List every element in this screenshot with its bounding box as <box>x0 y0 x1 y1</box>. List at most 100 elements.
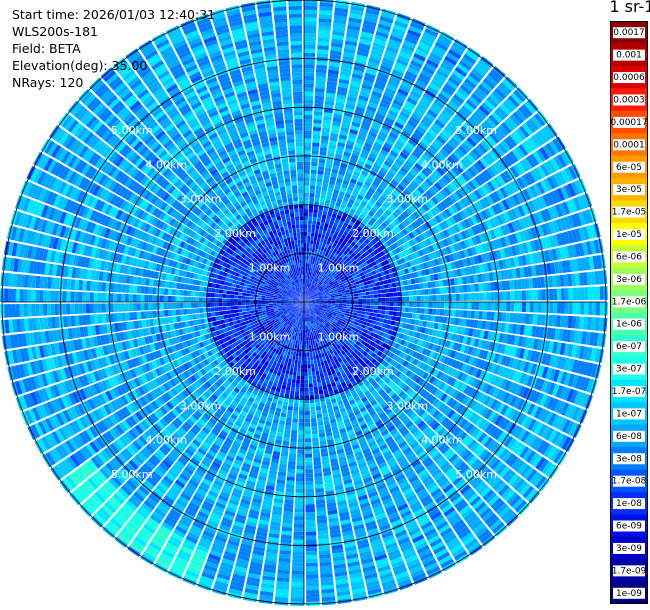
range-gate-cell <box>322 278 326 283</box>
range-gate-cell <box>305 539 317 544</box>
range-gate-cell <box>309 293 313 297</box>
range-gate-cell <box>373 249 379 255</box>
range-gate-cell <box>345 36 358 43</box>
range-gate-cell <box>306 243 310 248</box>
range-gate-cell <box>342 231 349 237</box>
range-gate-cell <box>346 299 351 302</box>
range-gate-cell <box>316 279 320 283</box>
range-gate-cell <box>407 29 421 38</box>
range-gate-cell <box>347 136 356 143</box>
range-gate-cell <box>287 378 292 383</box>
range-gate-cell <box>358 304 363 308</box>
range-gate-cell <box>317 170 324 175</box>
range-gate-cell <box>450 73 463 84</box>
range-gate-cell <box>426 163 436 172</box>
range-gate-cell <box>408 63 421 73</box>
range-gate-cell <box>304 407 310 412</box>
range-gate-cell <box>311 422 318 427</box>
range-gate-cell <box>307 291 310 296</box>
range-gate-cell <box>495 127 506 139</box>
range-gate-cell <box>304 142 312 147</box>
range-gate-cell <box>401 228 409 236</box>
range-gate-cell <box>320 246 325 251</box>
range-gate-cell <box>357 177 366 184</box>
range-gate-cell <box>363 318 368 323</box>
range-gate-cell <box>462 284 468 293</box>
range-gate-cell <box>383 120 393 128</box>
range-gate-cell <box>347 185 354 192</box>
range-gate-cell <box>323 108 334 114</box>
range-gate-cell <box>304 138 312 143</box>
range-gate-cell <box>472 131 483 142</box>
range-gate-cell <box>290 437 297 443</box>
range-gate-cell <box>373 305 378 310</box>
range-gate-cell <box>304 103 313 108</box>
range-gate-cell <box>307 239 311 244</box>
range-gate-cell <box>364 288 370 292</box>
range-gate-cell <box>439 287 445 294</box>
range-gate-cell <box>517 313 522 324</box>
range-gate-cell <box>480 140 491 152</box>
range-gate-cell <box>373 290 378 295</box>
range-gate-cell <box>397 169 407 178</box>
range-gate-cell <box>380 149 389 157</box>
range-gate-cell <box>304 360 308 365</box>
range-gate-cell <box>306 589 320 595</box>
range-gate-cell <box>339 166 347 173</box>
range-gate-cell <box>397 205 405 213</box>
range-gate-cell <box>319 250 324 255</box>
range-gate-cell <box>310 236 314 241</box>
range-gate-cell <box>505 312 511 323</box>
range-gate-cell <box>402 177 411 186</box>
range-gate-cell <box>313 456 321 462</box>
range-gate-cell <box>474 145 485 157</box>
range-gate-cell <box>291 422 298 427</box>
range-gate-cell <box>381 191 390 199</box>
range-gate-cell <box>304 243 307 248</box>
range-gate-cell <box>297 442 304 447</box>
range-gate-cell <box>457 87 470 98</box>
range-gate-cell <box>310 363 315 368</box>
range-gate-cell <box>294 508 304 513</box>
range-gate-cell <box>346 28 360 35</box>
range-gate-cell <box>308 267 312 272</box>
range-gate-cell <box>455 309 460 318</box>
range-gate-cell <box>362 298 367 302</box>
range-gate-cell <box>304 255 307 260</box>
range-gate-cell <box>304 356 308 361</box>
range-gate-cell <box>502 302 507 312</box>
range-gate-cell <box>398 231 405 238</box>
range-gate-cell <box>377 302 382 306</box>
range-gate-cell <box>305 295 309 299</box>
range-gate-cell <box>338 138 347 144</box>
range-gate-cell <box>434 182 443 191</box>
range-gate-cell <box>381 124 392 132</box>
range-gate-cell <box>329 241 334 247</box>
range-gate-cell <box>463 302 468 310</box>
range-gate-cell <box>420 138 431 147</box>
range-gate-cell <box>334 153 343 159</box>
range-gate-cell <box>304 161 311 166</box>
range-gate-cell <box>384 310 390 315</box>
range-gate-cell <box>306 274 309 279</box>
range-gate-cell <box>285 488 295 493</box>
range-gate-cell <box>436 167 445 176</box>
range-gate-cell <box>536 314 542 326</box>
range-gate-cell <box>439 309 445 316</box>
range-gate-cell <box>331 213 337 219</box>
range-gate-cell <box>309 189 315 194</box>
range-gate-cell <box>384 174 393 182</box>
range-gate-cell <box>361 247 368 253</box>
range-gate-cell <box>327 187 334 193</box>
range-gate-cell <box>395 172 404 181</box>
range-gate-cell <box>316 52 329 58</box>
range-gate-cell <box>298 356 302 361</box>
range-gate-cell <box>455 293 460 301</box>
range-gate-cell <box>304 299 308 302</box>
range-gate-cell <box>344 147 353 154</box>
range-gate-cell <box>541 302 546 313</box>
range-gate-cell <box>356 207 363 214</box>
range-gate-cell <box>326 248 331 254</box>
range-gate-cell <box>304 340 307 345</box>
range-gate-cell <box>328 279 333 284</box>
